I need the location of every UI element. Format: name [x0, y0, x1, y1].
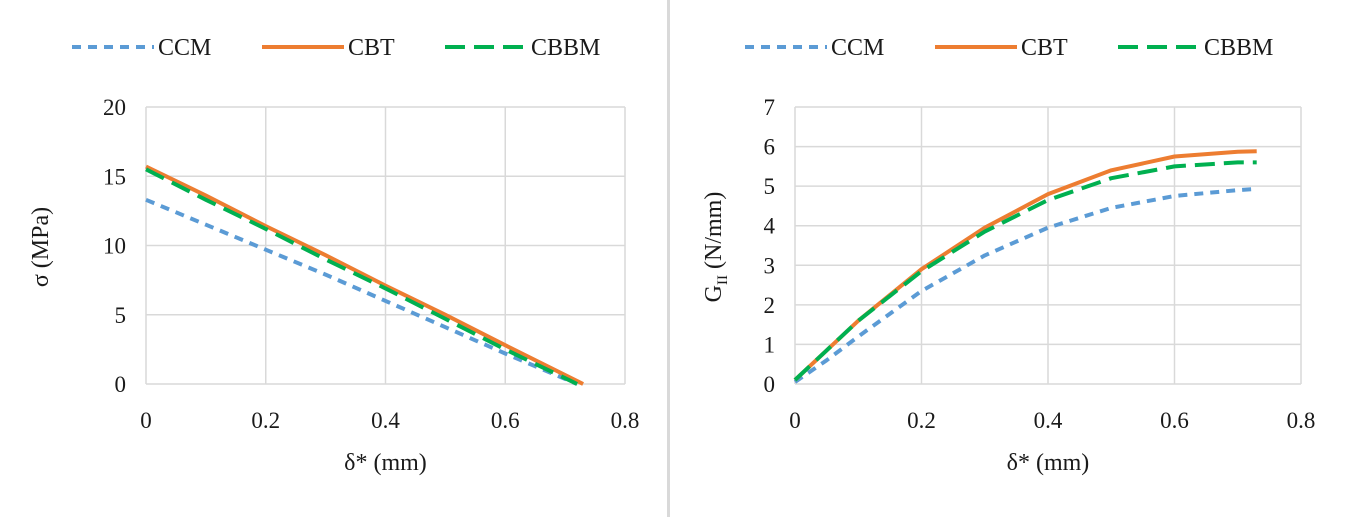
y-axis-title-subscript: II — [715, 275, 731, 285]
x-tick-label: 0 — [789, 408, 801, 433]
y-tick-label: 0 — [764, 372, 776, 397]
y-axis-title-unit: (N/mm) — [701, 192, 727, 275]
x-tick-label: 0.8 — [611, 408, 640, 433]
y-tick-label: 3 — [764, 253, 776, 278]
x-tick-label: 0.6 — [1160, 408, 1189, 433]
tick-labels: 0 5 10 15 20 0 0.2 0.4 0.6 0.8 — [103, 95, 639, 433]
y-axis-title: σ (MPa) — [28, 207, 54, 287]
series-line-cbbm — [793, 160, 1257, 382]
legend: CCM CBT CBBM — [745, 35, 1273, 61]
y-tick-label: 6 — [764, 135, 776, 160]
y-axis-title: GII (N/mm) — [701, 192, 731, 303]
x-tick-label: 0.4 — [371, 408, 400, 433]
x-axis-title: δ* (mm) — [1007, 450, 1090, 476]
series-line-cbbm — [145, 167, 578, 386]
tick-labels: 0 1 2 3 4 5 6 7 0 0.2 0.4 0.6 0.8 — [764, 95, 1316, 433]
chart-stress-svg: 0 5 10 15 20 0 0.2 0.4 0.6 0.8 CCM CBT CBBM δ* (mm) σ … — [28, 35, 639, 476]
y-tick-label: 20 — [103, 95, 126, 120]
x-tick-label: 0.4 — [1034, 408, 1063, 433]
y-tick-label: 10 — [103, 234, 126, 259]
x-tick-label: 0.6 — [491, 408, 520, 433]
y-tick-label: 1 — [764, 332, 776, 357]
y-tick-label: 5 — [764, 174, 776, 199]
x-tick-label: 0.2 — [251, 408, 280, 433]
series-line-ccm — [145, 197, 578, 386]
y-axis-title-main: G — [701, 285, 727, 302]
chart-panel-stress: 0 5 10 15 20 0 0.2 0.4 0.6 0.8 CCM CBT CBBM δ* (mm) σ … — [0, 0, 670, 517]
y-tick-label: 15 — [103, 164, 126, 189]
legend: CCM CBT CBBM — [72, 35, 600, 61]
legend-label-cbbm: CBBM — [531, 35, 600, 61]
legend-label-cbt: CBT — [1021, 35, 1068, 61]
gridlines — [145, 106, 626, 385]
x-axis-title: δ* (mm) — [344, 450, 427, 476]
x-tick-label: 0.2 — [907, 408, 936, 433]
chart-energy-release-svg: 0 1 2 3 4 5 6 7 0 0.2 0.4 0.6 0.8 CCM CBT CBBM δ* (mm) GI… — [701, 35, 1316, 476]
y-tick-label: 4 — [764, 214, 776, 239]
legend-label-cbt: CBT — [348, 35, 395, 61]
y-tick-label: 7 — [764, 95, 776, 120]
series-line-cbt — [145, 164, 584, 386]
series-line-ccm — [793, 186, 1257, 384]
x-tick-label: 0.8 — [1287, 408, 1316, 433]
gridlines — [794, 106, 1302, 385]
chart-panel-energy-release: 0 1 2 3 4 5 6 7 0 0.2 0.4 0.6 0.8 CCM CBT CBBM δ* (mm) GI… — [673, 0, 1346, 517]
legend-label-ccm: CCM — [158, 35, 211, 61]
y-tick-label: 5 — [115, 303, 127, 328]
x-tick-label: 0 — [140, 408, 152, 433]
series-lines — [793, 149, 1257, 384]
series-lines — [145, 164, 584, 386]
y-tick-label: 0 — [115, 372, 127, 397]
legend-label-cbbm: CBBM — [1204, 35, 1273, 61]
legend-label-ccm: CCM — [831, 35, 884, 61]
y-tick-label: 2 — [764, 293, 776, 318]
